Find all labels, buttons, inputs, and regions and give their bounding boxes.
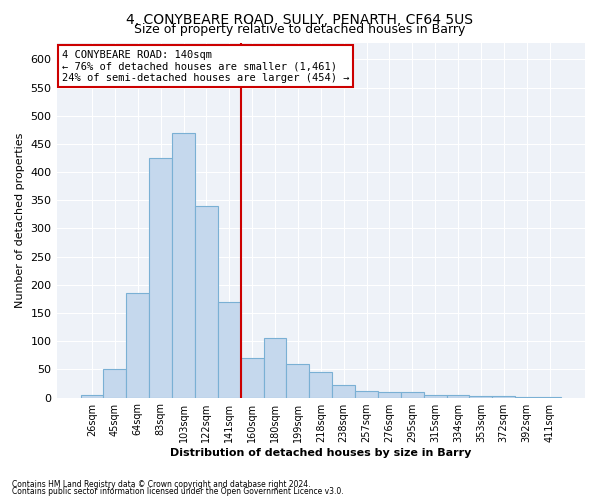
Text: Contains public sector information licensed under the Open Government Licence v3: Contains public sector information licen…: [12, 487, 344, 496]
Bar: [378, 392, 401, 398]
Bar: [332, 385, 355, 398]
Bar: [424, 395, 446, 398]
Bar: [103, 370, 127, 398]
Bar: [149, 158, 172, 398]
X-axis label: Distribution of detached houses by size in Barry: Distribution of detached houses by size …: [170, 448, 472, 458]
Bar: [493, 396, 515, 398]
Bar: [127, 294, 149, 398]
Text: Contains HM Land Registry data © Crown copyright and database right 2024.: Contains HM Land Registry data © Crown c…: [12, 480, 311, 489]
Bar: [80, 395, 103, 398]
Bar: [218, 302, 241, 398]
Bar: [241, 358, 263, 398]
Bar: [172, 132, 195, 398]
Y-axis label: Number of detached properties: Number of detached properties: [15, 132, 25, 308]
Bar: [195, 206, 218, 398]
Bar: [310, 372, 332, 398]
Bar: [355, 391, 378, 398]
Bar: [538, 397, 561, 398]
Bar: [469, 396, 493, 398]
Bar: [401, 392, 424, 398]
Text: Size of property relative to detached houses in Barry: Size of property relative to detached ho…: [134, 22, 466, 36]
Text: 4 CONYBEARE ROAD: 140sqm
← 76% of detached houses are smaller (1,461)
24% of sem: 4 CONYBEARE ROAD: 140sqm ← 76% of detach…: [62, 50, 349, 83]
Bar: [446, 395, 469, 398]
Bar: [515, 397, 538, 398]
Bar: [286, 364, 310, 398]
Text: 4, CONYBEARE ROAD, SULLY, PENARTH, CF64 5US: 4, CONYBEARE ROAD, SULLY, PENARTH, CF64 …: [127, 12, 473, 26]
Bar: [263, 338, 286, 398]
